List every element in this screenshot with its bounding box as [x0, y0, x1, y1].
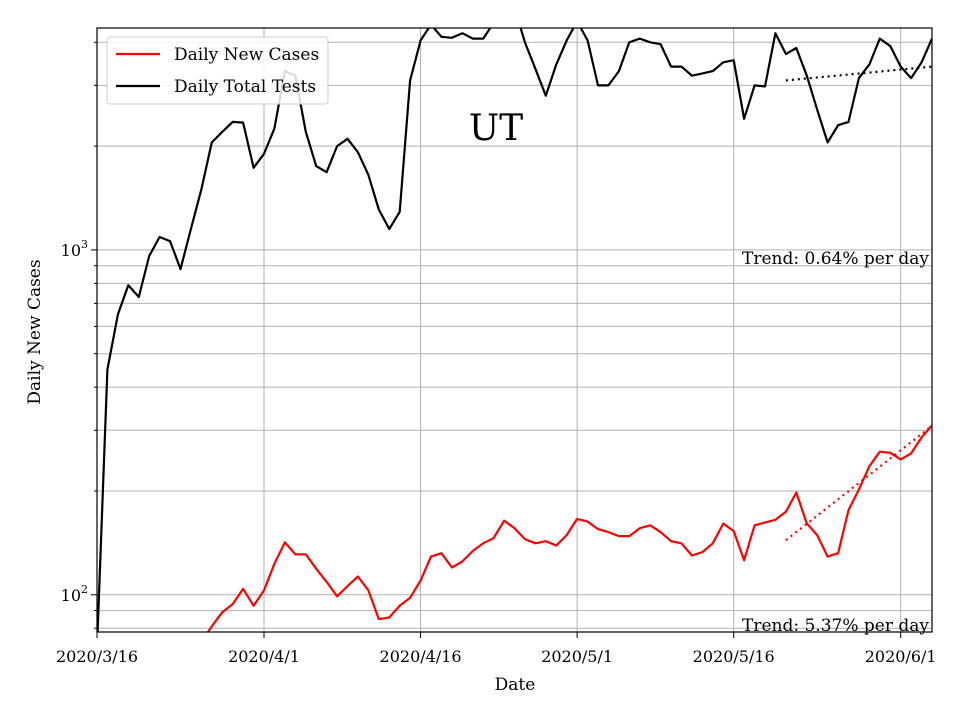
legend-label-tests: Daily Total Tests — [174, 77, 316, 97]
plot-area-frame — [96, 27, 933, 633]
state-label: UT — [469, 108, 523, 149]
trend-annotation-new-cases: Trend: 5.37% per day — [742, 616, 929, 636]
y-tick-label: 103 — [61, 238, 88, 260]
series-line-tests — [97, 28, 932, 632]
x-axis-label: Date — [495, 675, 536, 695]
x-tick-label: 2020/5/1 — [541, 647, 613, 666]
trend-line-new-cases — [785, 424, 932, 542]
series-line-new-cases — [206, 424, 932, 632]
x-tick-label: 2020/4/1 — [228, 647, 300, 666]
trend-annotation-tests: Trend: 0.64% per day — [742, 249, 929, 269]
legend: Daily New Cases Daily Total Tests — [106, 36, 329, 105]
x-tick-label: 2020/5/16 — [693, 647, 775, 666]
x-tick-label: 2020/4/16 — [380, 647, 462, 666]
x-tick-label: 2020/3/16 — [56, 647, 138, 666]
series-tests — [97, 28, 932, 632]
x-axis-ticks: 2020/3/16 2020/4/1 2020/4/16 2020/5/1 2020/5… — [56, 632, 937, 666]
x-tick-label: 2020/6/1 — [865, 647, 937, 666]
y-axis-ticks: 102 103 — [61, 41, 97, 629]
grid — [96, 28, 932, 632]
series-layer — [97, 28, 932, 632]
trend-line-tests — [785, 65, 932, 82]
legend-box — [106, 36, 329, 105]
series-new-cases — [206, 424, 932, 632]
y-tick-label: 102 — [61, 583, 88, 605]
legend-label-new-cases: Daily New Cases — [174, 45, 319, 65]
y-axis-label: Daily New Cases — [25, 259, 45, 404]
